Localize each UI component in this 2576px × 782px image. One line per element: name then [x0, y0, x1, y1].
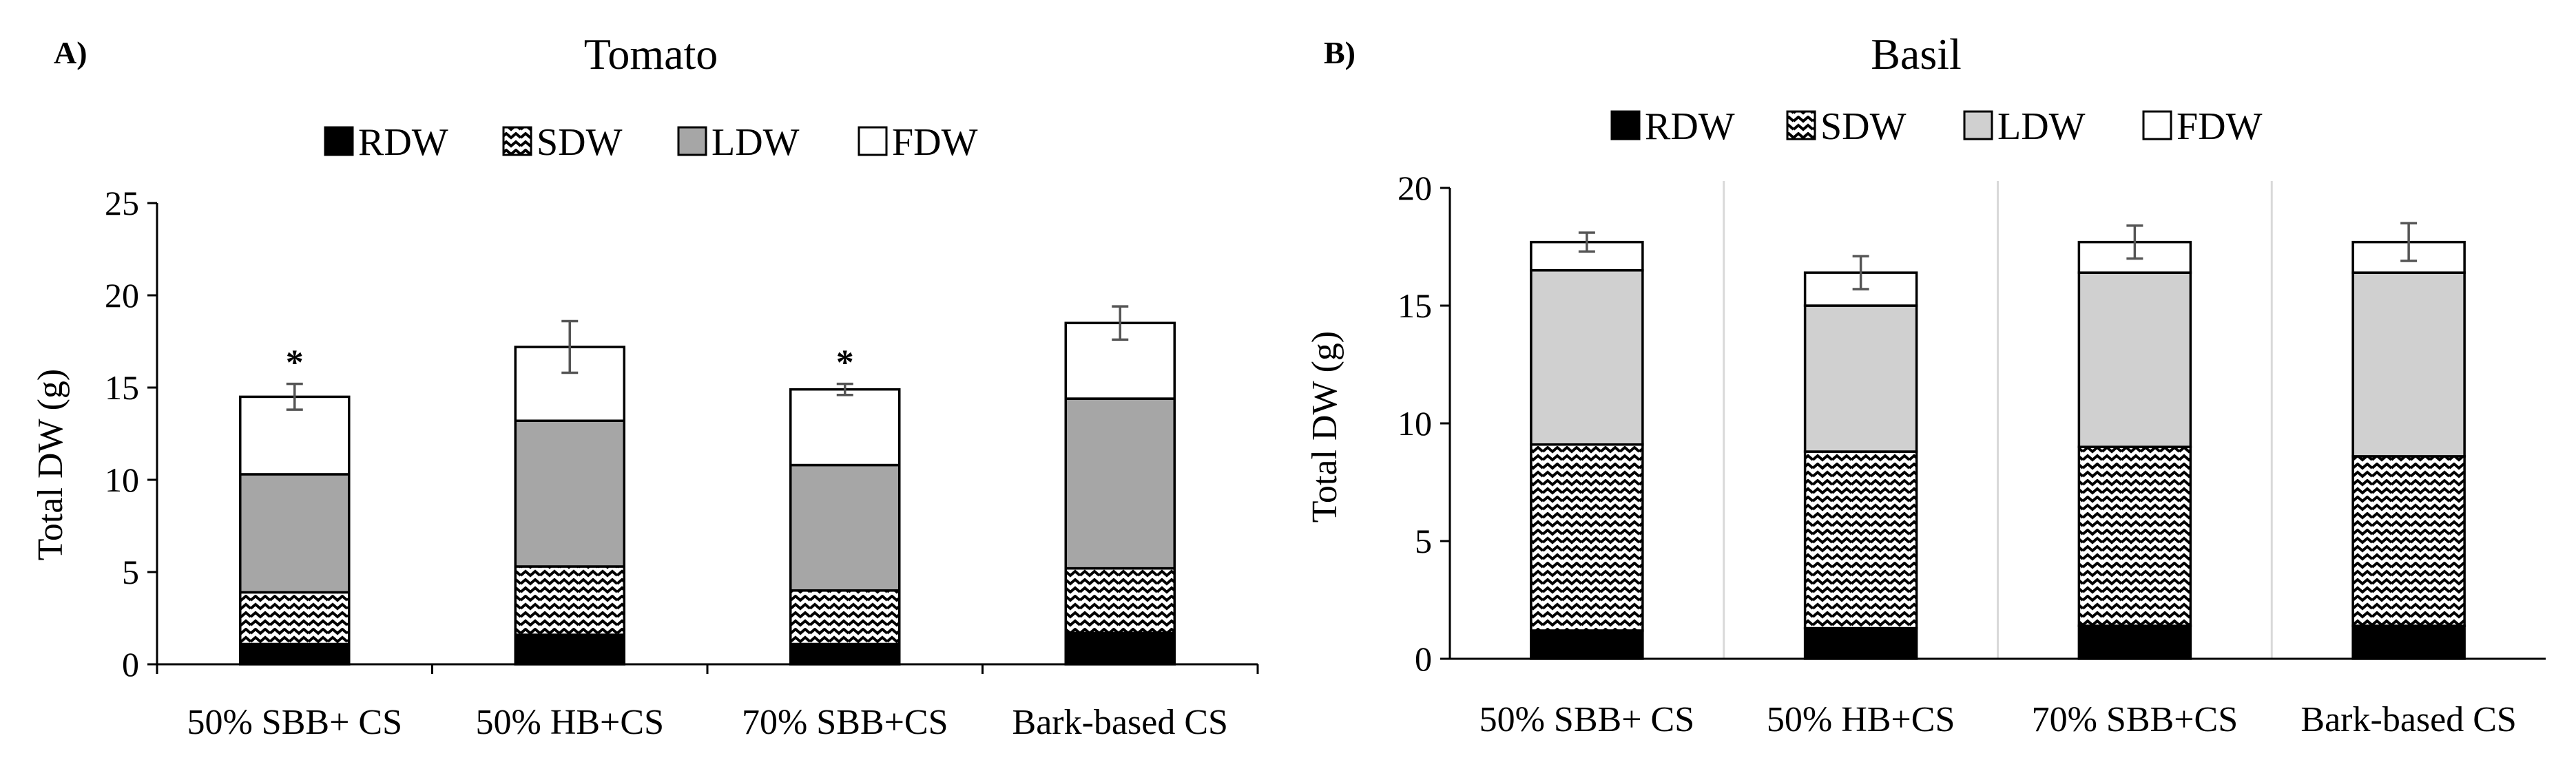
legend-label: LDW — [1997, 105, 2086, 148]
axes: 0 5 10 15 20 25 50% SBB+ CS 50% HB+CS 70% SBB+CS… — [105, 184, 1259, 742]
legend-label: SDW — [1820, 105, 1907, 148]
legend-item-fdw: FDW — [2142, 105, 2263, 148]
y-tick-label: 20 — [1398, 169, 1432, 207]
bar-segment-rdw — [514, 633, 625, 666]
bars — [1530, 222, 2466, 660]
error-bar — [1852, 255, 1869, 290]
legend-label: RDW — [358, 121, 448, 164]
legend-swatch — [858, 126, 888, 156]
bar-segment-sdw — [2077, 445, 2192, 627]
bar-segment-fdw — [789, 388, 901, 467]
y-axis-label: Total DW (g) — [31, 369, 70, 560]
panel-a: A) Tomato RDW SDW LDW FDW Total DW (g) 0 5 10… — [31, 30, 1259, 742]
legend-item-sdw: SDW — [502, 121, 623, 164]
bar-segment-sdw — [1064, 567, 1176, 635]
y-tick-label: 10 — [105, 461, 139, 499]
legend: RDW SDW LDW FDW — [324, 121, 978, 164]
legend: RDW SDW LDW FDW — [1610, 105, 2263, 148]
legend-item-ldw: LDW — [1963, 105, 2086, 148]
legend-swatch — [1786, 110, 1816, 140]
legend-swatch — [502, 126, 532, 156]
y-tick-label: 20 — [105, 276, 139, 315]
bar-segment-sdw — [514, 565, 625, 636]
bar-segment-sdw — [239, 591, 351, 646]
bar-segment-ldw — [1064, 397, 1176, 570]
x-tick-label: 50% HB+CS — [476, 703, 664, 742]
y-tick-label: 10 — [1398, 404, 1432, 443]
panel-label: B) — [1324, 35, 1355, 70]
legend-label: LDW — [711, 121, 800, 164]
bar-segment-sdw — [1803, 450, 1918, 630]
error-bar — [1578, 231, 1595, 253]
error-bar — [836, 382, 853, 397]
chart-title: Tomato — [584, 30, 718, 78]
error-bar — [2126, 224, 2143, 260]
bar-segment-rdw — [239, 642, 351, 666]
legend-item-sdw: SDW — [1786, 105, 1907, 148]
y-tick-label: 0 — [1415, 640, 1432, 678]
bar-segment-ldw — [2351, 271, 2466, 458]
bar-segment-sdw — [789, 589, 901, 646]
bar-segment-rdw — [2077, 624, 2192, 660]
bar-segment-rdw — [2351, 624, 2466, 660]
bar-segment-ldw — [789, 463, 901, 592]
axes: 0 5 10 15 20 50% SBB+ CS 50% HB+CS 70% SBB+CS Ba… — [1398, 169, 2546, 739]
panel-label: A) — [54, 35, 87, 70]
bar-segment-ldw — [239, 473, 351, 594]
legend-swatch — [324, 126, 354, 156]
legend-label: FDW — [892, 121, 978, 164]
legend-label: RDW — [1645, 105, 1735, 148]
x-tick-label: Bark-based CS — [1012, 703, 1228, 742]
bar-segment-ldw — [2077, 271, 2192, 448]
bar-segment-ldw — [1803, 304, 1918, 453]
significance-marker: * — [836, 344, 854, 383]
y-tick-label: 5 — [1415, 522, 1432, 560]
bar-segment-rdw — [1530, 629, 1644, 660]
y-tick-label: 15 — [105, 368, 139, 407]
y-tick-label: 15 — [1398, 286, 1432, 325]
x-tick-label: 50% SBB+ CS — [187, 703, 402, 742]
x-tick-label: 70% SBB+CS — [2032, 700, 2239, 739]
y-tick-label: 0 — [122, 645, 139, 684]
significance-marker: * — [286, 344, 304, 383]
x-tick-label: Bark-based CS — [2300, 700, 2516, 739]
y-axis-label: Total DW (g) — [1305, 331, 1344, 522]
x-tick-label: 50% HB+CS — [1767, 700, 1955, 739]
legend-item-rdw: RDW — [1610, 105, 1735, 148]
legend-label: SDW — [537, 121, 623, 164]
legend-swatch — [1963, 110, 1993, 140]
chart-title: Basil — [1871, 30, 1962, 78]
error-bar — [1112, 305, 1129, 341]
bar-segment-rdw — [1803, 626, 1918, 660]
error-bar — [286, 382, 303, 411]
bar-segment-ldw — [514, 419, 625, 568]
bar-segment-rdw — [1064, 631, 1176, 666]
legend-item-rdw: RDW — [324, 121, 448, 164]
x-tick-label: 50% SBB+ CS — [1479, 700, 1695, 739]
legend-swatch — [677, 126, 707, 156]
legend-item-ldw: LDW — [677, 121, 800, 164]
y-tick-label: 25 — [105, 184, 139, 222]
legend-item-fdw: FDW — [858, 121, 978, 164]
legend-label: FDW — [2177, 105, 2263, 148]
error-bar — [2400, 222, 2418, 262]
legend-swatch — [2142, 110, 2172, 140]
error-bar — [561, 319, 579, 374]
y-tick-label: 5 — [122, 553, 139, 591]
bar-segment-rdw — [789, 642, 901, 666]
panel-b: B) Basil RDW SDW LDW FDW Total DW (g) 0 5 10 1… — [1305, 30, 2546, 739]
bars: * * — [239, 305, 1176, 666]
bar-segment-ldw — [1530, 268, 1644, 446]
legend-swatch — [1610, 110, 1641, 140]
x-tick-label: 70% SBB+CS — [742, 703, 948, 742]
bar-segment-sdw — [2351, 455, 2466, 627]
bar-segment-sdw — [1530, 443, 1644, 632]
